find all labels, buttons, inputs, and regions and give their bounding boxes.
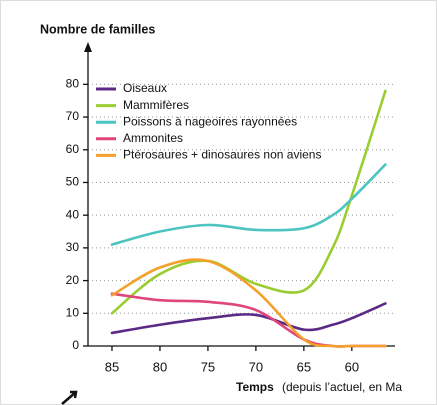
series-line bbox=[110, 258, 387, 348]
series-line bbox=[110, 89, 387, 315]
y-tick-label: 80 bbox=[66, 77, 80, 91]
y-tick-label: 70 bbox=[66, 109, 80, 123]
y-tick-label: 30 bbox=[66, 240, 80, 254]
legend-label: Poissons à nageoires rayonnées bbox=[123, 114, 297, 128]
series-line bbox=[110, 302, 387, 335]
y-tick-label: 40 bbox=[66, 207, 80, 221]
y-tick-label: 50 bbox=[66, 175, 80, 189]
x-tick-label: 85 bbox=[105, 359, 119, 374]
x-tick-label: 75 bbox=[201, 359, 215, 374]
y-tick-label: 0 bbox=[72, 338, 79, 352]
y-tick-label: 10 bbox=[66, 305, 80, 319]
chart-title: Nombre de familles bbox=[40, 22, 155, 36]
legend-label: Oiseaux bbox=[123, 81, 167, 95]
legend-label: Ammonites bbox=[123, 131, 183, 145]
x-axis-detail: (depuis l’actuel, en Ma bbox=[282, 380, 402, 394]
y-tick-label: 60 bbox=[66, 142, 80, 156]
x-tick-label: 65 bbox=[297, 359, 311, 374]
x-tick-label: 70 bbox=[249, 359, 263, 374]
legend-label: Ptérosaures + dinosaures non aviens bbox=[123, 148, 321, 162]
series-line bbox=[110, 163, 387, 246]
legend-label: Mammifères bbox=[123, 98, 189, 112]
x-tick-label: 60 bbox=[345, 359, 359, 374]
x-axis-title: Temps bbox=[236, 380, 274, 394]
x-tick-label: 80 bbox=[153, 359, 167, 374]
y-tick-label: 20 bbox=[66, 273, 80, 287]
y-axis-arrow bbox=[84, 42, 92, 52]
decor-arrow bbox=[61, 390, 78, 405]
